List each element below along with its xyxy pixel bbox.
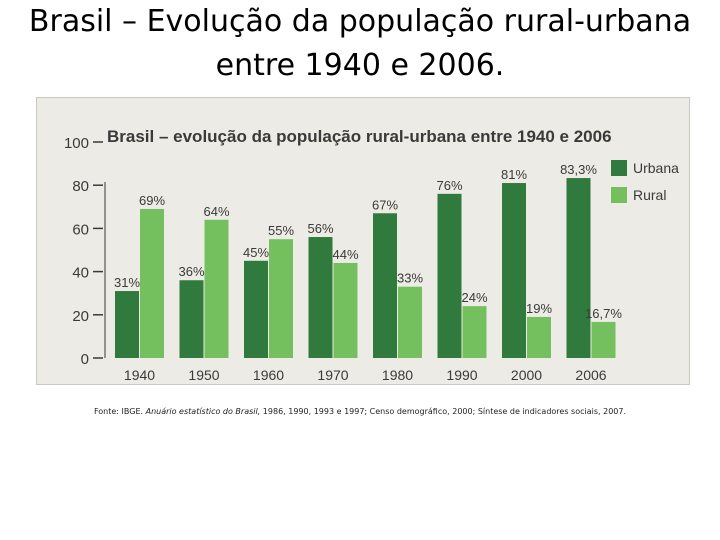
bar-rural-1970 [333,262,358,358]
y-tick-label: 0 [81,351,89,368]
data-label-rural-2006: 16,7% [585,306,622,321]
x-tick-label: 1950 [188,367,219,383]
x-tick-label: 1970 [317,367,348,383]
source-note: Fonte: IBGE. Anuário estatístico do Bras… [0,407,720,416]
bar-urbana-1980 [373,213,397,358]
data-label-urbana-1980: 67% [372,197,398,212]
data-label-urbana-1940: 31% [114,275,140,290]
y-tick-label: 60 [72,221,89,238]
source-prefix: Fonte: IBGE. [93,407,146,416]
chart-figure: Brasil – evolução da população rural-urb… [36,97,690,385]
y-tick-label: 100 [64,135,89,152]
source-suffix: 1986, 1990, 1993 e 1997; Censo demográfi… [260,407,627,416]
bar-rural-2000 [527,316,551,358]
bar-rural-1990 [462,306,487,358]
bar-rural-1960 [269,239,293,358]
data-label-urbana-1970: 56% [307,221,333,236]
data-label-rural-1980: 33% [397,271,423,286]
y-tick-label: 20 [72,308,89,325]
data-label-rural-1960: 55% [268,223,294,238]
data-label-urbana-2000: 81% [501,167,527,182]
legend-swatch-urbana [611,160,627,176]
data-label-rural-1970: 44% [332,247,358,262]
data-label-urbana-1960: 45% [243,245,269,260]
source-publication: Anuário estatístico do Brasil, [145,407,261,416]
data-label-urbana-1990: 76% [436,178,462,193]
x-tick-label: 1940 [124,367,155,383]
population-bar-chart: Brasil – evolução da população rural-urb… [64,127,679,383]
bar-rural-2006 [591,321,616,358]
bar-rural-1940 [140,208,164,358]
x-tick-label: 2006 [575,367,606,383]
legend-label-urbana: Urbana [633,160,679,176]
data-label-rural-1950: 64% [203,204,229,219]
x-tick-label: 1980 [382,367,413,383]
x-tick-label: 2000 [511,367,542,383]
data-label-rural-1990: 24% [461,290,487,305]
bar-urbana-1990 [437,193,462,358]
legend-label-rural: Rural [633,187,666,203]
chart-title: Brasil – evolução da população rural-urb… [107,127,612,146]
bar-urbana-2006 [566,178,591,358]
bar-urbana-1940 [115,291,139,358]
slide-title: Brasil – Evolução da população rural-urb… [28,4,692,83]
y-tick-label: 80 [72,178,89,195]
bar-urbana-1960 [244,260,268,358]
data-label-urbana-1950: 36% [178,264,204,279]
x-tick-label: 1960 [253,367,284,383]
data-label-urbana-2006: 83,3% [560,162,597,177]
x-tick-label: 1990 [446,367,477,383]
bar-rural-1950 [204,219,229,358]
legend-swatch-rural [611,187,627,203]
bar-rural-1980 [398,286,422,358]
bar-urbana-1950 [179,280,204,358]
y-tick-label: 40 [72,265,89,282]
bar-urbana-1970 [308,237,333,358]
bar-urbana-2000 [502,183,526,358]
data-label-rural-1940: 69% [139,193,165,208]
data-label-rural-2000: 19% [526,301,552,316]
